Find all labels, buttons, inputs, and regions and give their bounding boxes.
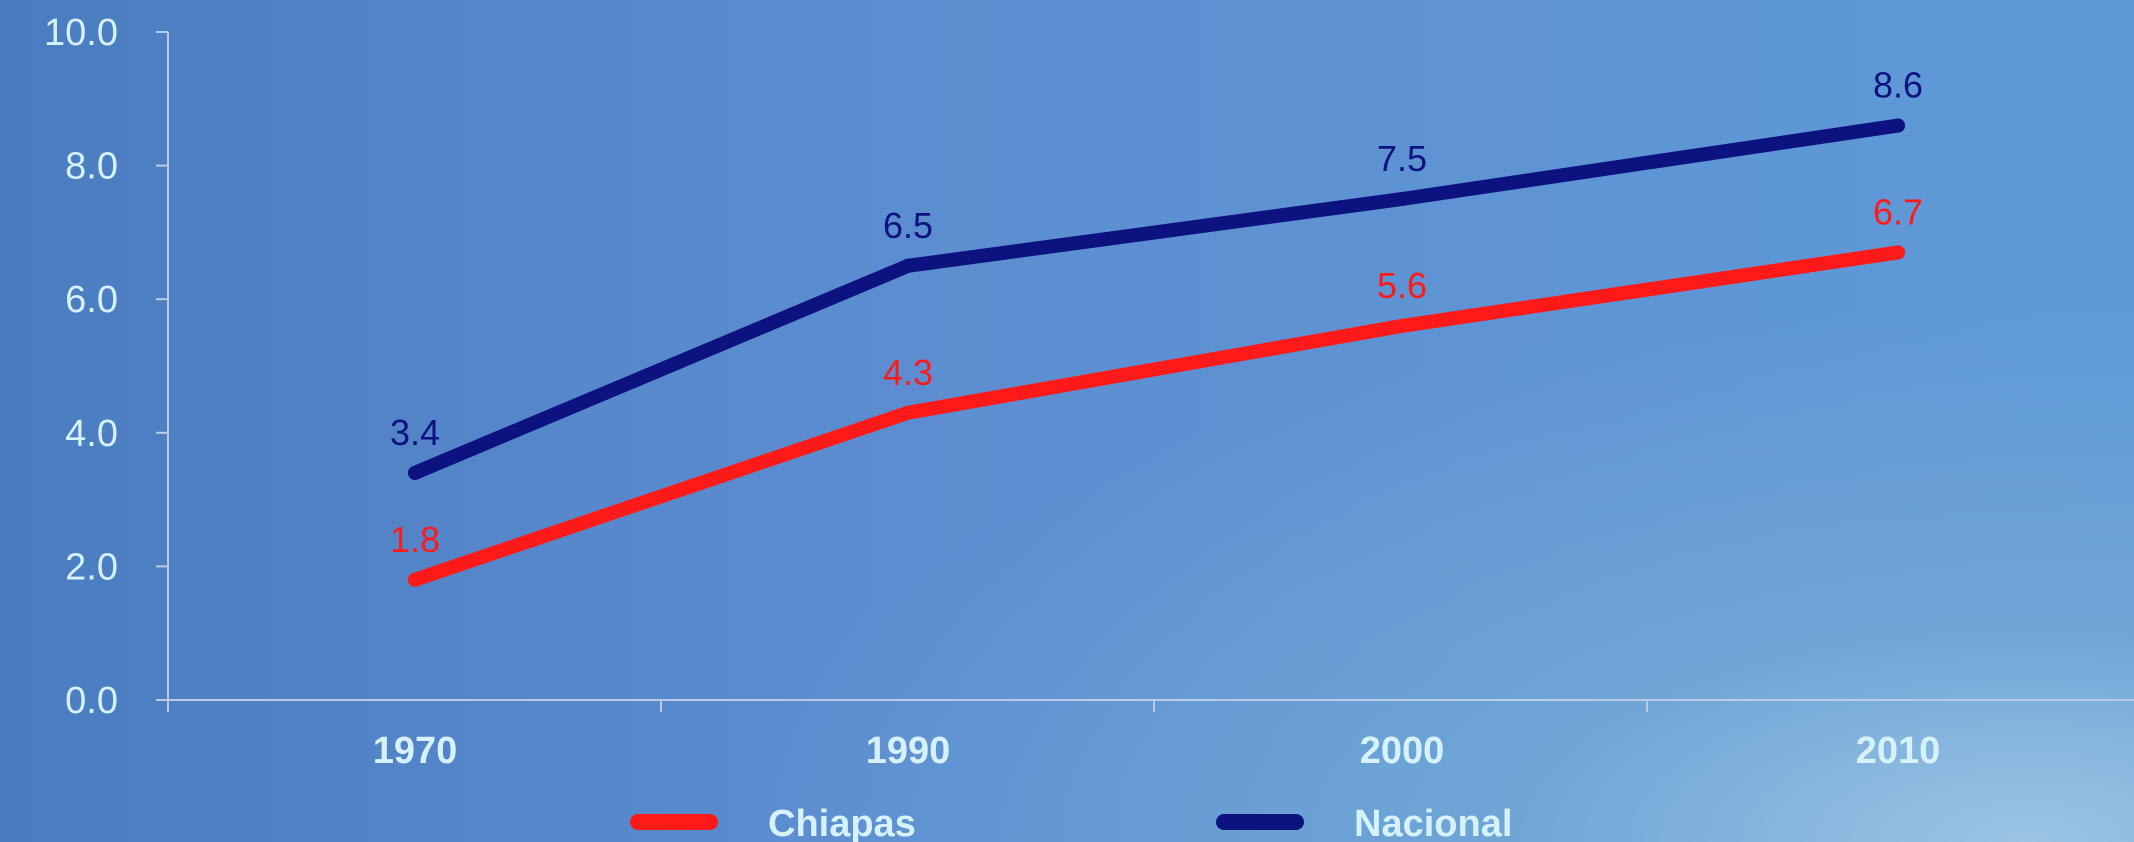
- data-label: 1.8: [390, 519, 440, 560]
- y-tick-label: 0.0: [65, 680, 118, 722]
- chart-legend: Chiapas Nacional: [630, 803, 1512, 842]
- chart-series: [408, 118, 1905, 587]
- chart-axes: [156, 31, 2134, 712]
- data-point: [1395, 318, 1409, 333]
- series-line-nacional: [408, 118, 1905, 480]
- data-label: 4.3: [883, 352, 933, 393]
- data-label: 3.4: [390, 412, 440, 453]
- y-tick-label: 6.0: [65, 279, 118, 321]
- data-point: [408, 572, 422, 587]
- data-point: [408, 465, 422, 480]
- data-label: 7.5: [1377, 138, 1427, 179]
- x-tick-label: 1990: [866, 730, 951, 772]
- data-labels: 1.8 4.3 5.6 6.7 3.4 6.5 7.5 8.6: [390, 65, 1923, 560]
- data-point: [1891, 245, 1905, 260]
- x-tick-label: 1970: [373, 730, 458, 772]
- y-tick-label: 2.0: [65, 546, 118, 588]
- data-point: [901, 258, 915, 273]
- data-point: [1891, 118, 1905, 133]
- tick-labels: 0.0 2.0 4.0 6.0 8.0 10.0 1970 1990 2000 2010: [44, 12, 1940, 772]
- legend-label-nacional: Nacional: [1354, 803, 1512, 842]
- data-point: [1395, 192, 1409, 206]
- data-point: [901, 405, 915, 420]
- x-tick-label: 2010: [1856, 730, 1941, 772]
- x-tick-label: 2000: [1360, 730, 1445, 772]
- data-label: 5.6: [1377, 265, 1427, 306]
- y-tick-label: 10.0: [44, 12, 118, 54]
- data-label: 6.7: [1873, 191, 1923, 232]
- data-label: 6.5: [883, 205, 933, 246]
- legend-label-chiapas: Chiapas: [768, 803, 916, 842]
- y-tick-label: 8.0: [65, 146, 118, 188]
- data-label: 8.6: [1873, 65, 1923, 106]
- series-line-chiapas: [408, 245, 1905, 587]
- y-tick-label: 4.0: [65, 413, 118, 455]
